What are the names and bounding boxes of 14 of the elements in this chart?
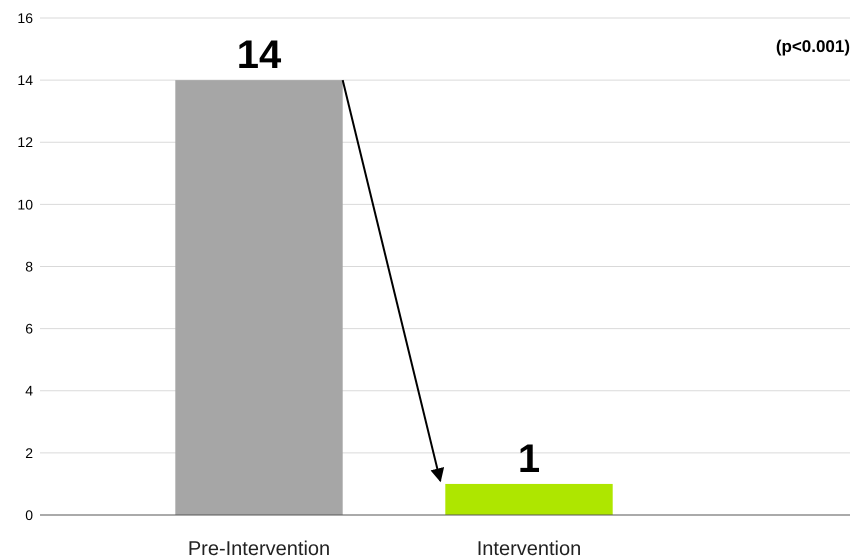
y-tick-label: 2 [25,444,34,461]
y-tick-label: 4 [25,382,34,399]
data-label: 1 [518,436,540,481]
y-tick-label: 6 [25,320,34,337]
annotation: (p<0.001) [776,37,850,56]
x-tick-label: Intervention [476,538,582,560]
x-tick-label: Pre-Intervention [188,538,330,560]
y-tick-label: 14 [17,72,34,88]
y-tick-label: 12 [17,134,34,150]
data-label: 14 [236,33,282,78]
y-tick-label: 16 [17,10,34,26]
y-tick-label: 0 [25,506,34,523]
y-tick-label: 8 [25,258,34,274]
y-tick-label: 10 [17,196,34,212]
